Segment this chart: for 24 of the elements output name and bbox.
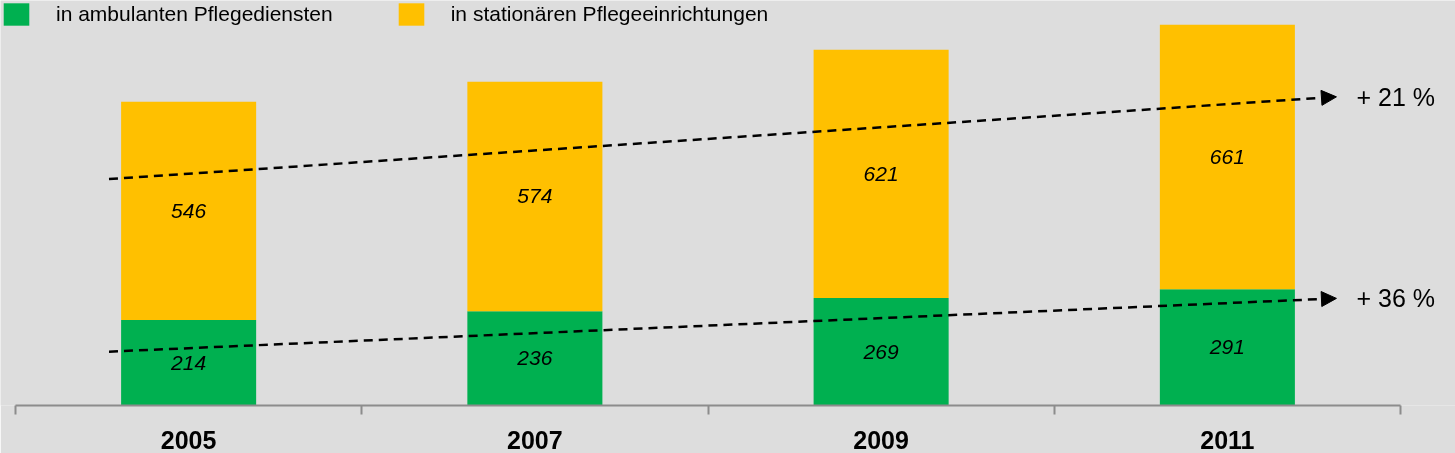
data-label: 661 <box>1209 145 1245 169</box>
bar <box>813 297 949 406</box>
bar <box>1159 24 1295 290</box>
annotation: + 21 % <box>1356 82 1435 111</box>
data-label: 291 <box>1208 335 1245 359</box>
data-label: 621 <box>863 161 899 185</box>
data-label: 214 <box>170 350 207 374</box>
bar <box>121 101 257 320</box>
bar <box>467 81 603 312</box>
bar <box>1159 289 1295 406</box>
x-tick-label: 2009 <box>853 425 909 453</box>
x-tick-label: 2011 <box>1200 425 1255 453</box>
annotation: + 36 % <box>1356 284 1435 313</box>
data-label: 546 <box>171 198 207 222</box>
legend-label: in ambulanten Pflegediensten <box>56 2 333 26</box>
bar <box>467 311 603 406</box>
legend-label: in stationären Pflegeeinrichtungen <box>450 2 769 26</box>
x-tick-label: 2007 <box>507 425 563 453</box>
bar <box>813 49 949 298</box>
x-tick-label: 2005 <box>160 425 217 453</box>
data-label: 269 <box>862 339 899 363</box>
data-label: 574 <box>517 184 553 208</box>
bar <box>121 319 257 406</box>
data-label: 236 <box>516 346 553 370</box>
